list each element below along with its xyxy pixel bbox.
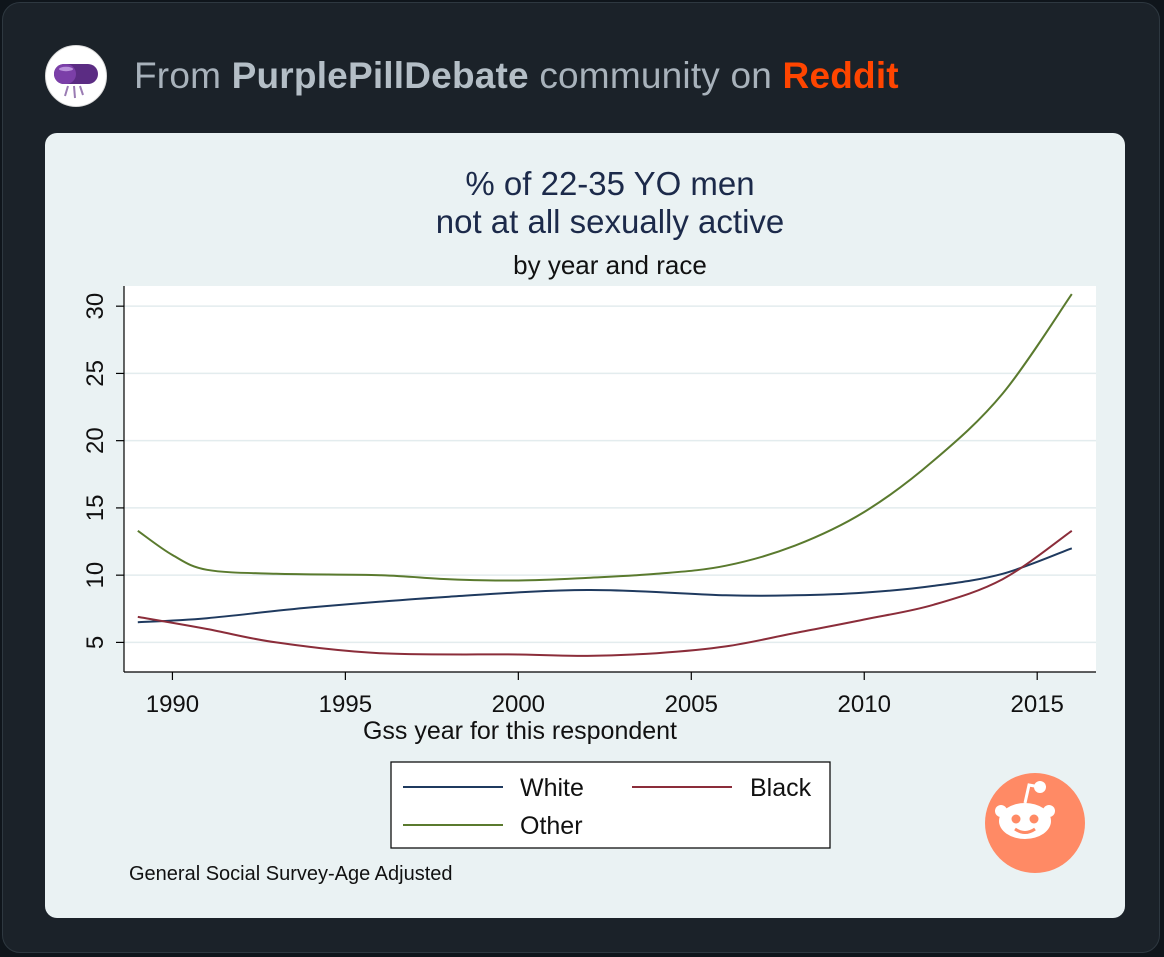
platform-name-link[interactable]: Reddit xyxy=(782,55,899,96)
y-tick-label: 10 xyxy=(82,562,109,589)
reddit-snoo-icon xyxy=(995,781,1055,839)
source-prefix: From xyxy=(134,55,222,96)
series-line-other xyxy=(137,293,1073,582)
purple-pill-icon xyxy=(54,64,98,99)
x-tick-label: 1995 xyxy=(319,691,372,718)
x-tick-label: 2010 xyxy=(838,691,891,718)
reddit-logo[interactable] xyxy=(985,773,1085,873)
y-tick-label: 5 xyxy=(82,636,109,649)
chart-title-line2: not at all sexually active xyxy=(436,203,785,240)
legend-label-other: Other xyxy=(520,812,583,840)
community-avatar[interactable] xyxy=(45,45,107,107)
chart-subtitle: by year and race xyxy=(513,250,707,280)
chart-image: % of 22-35 YO men not at all sexually ac… xyxy=(45,133,1125,918)
series-line-white xyxy=(137,547,1073,624)
post-source-line: From PurplePillDebate community on Reddi… xyxy=(134,55,899,97)
y-tick-label: 15 xyxy=(82,495,109,522)
y-tick-label: 30 xyxy=(82,293,109,320)
legend: White Black Other xyxy=(390,761,831,849)
line-chart: % of 22-35 YO men not at all sexually ac… xyxy=(82,165,1096,885)
x-tick-label: 1990 xyxy=(146,691,199,718)
plot-area xyxy=(124,286,1096,672)
x-tick-label: 2000 xyxy=(492,691,545,718)
legend-label-white: White xyxy=(520,774,584,802)
chart-title-line1: % of 22-35 YO men xyxy=(465,165,754,202)
x-tick-label: 2005 xyxy=(665,691,718,718)
x-axis-label: Gss year for this respondent xyxy=(363,717,677,745)
x-tick-label: 2015 xyxy=(1011,691,1064,718)
series-line-black xyxy=(137,529,1073,657)
y-tick-label: 25 xyxy=(82,360,109,387)
community-name-link[interactable]: PurplePillDebate xyxy=(231,55,529,96)
source-note: General Social Survey-Age Adjusted xyxy=(129,863,453,885)
y-tick-label: 20 xyxy=(82,427,109,454)
legend-label-black: Black xyxy=(750,774,812,802)
post-header: From PurplePillDebate community on Reddi… xyxy=(45,45,899,107)
source-middle: community on xyxy=(539,55,773,96)
